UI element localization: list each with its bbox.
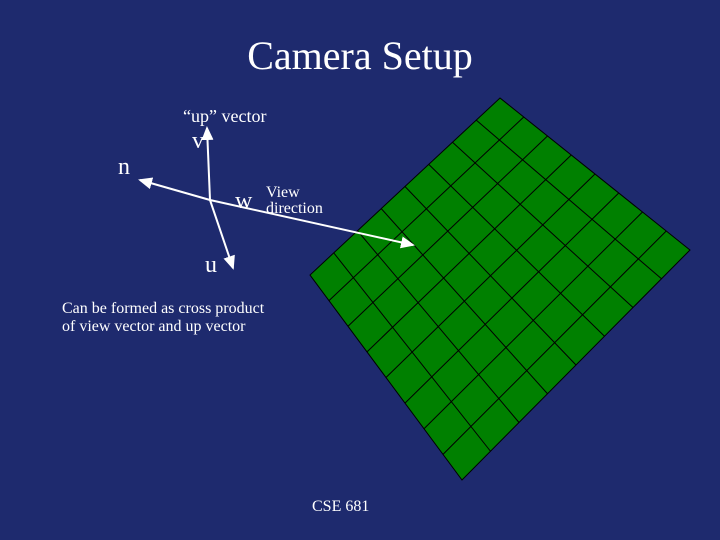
label-axis-u: u	[205, 252, 217, 279]
label-footer: CSE 681	[312, 498, 369, 516]
label-axis-n: n	[118, 154, 130, 181]
label-axis-w: w	[235, 188, 252, 215]
axis-n-arrow	[140, 180, 210, 200]
label-axis-v: v	[192, 128, 204, 155]
label-note-line-2: of view vector and up vector	[62, 318, 245, 336]
axis-v-arrow	[207, 128, 210, 200]
image-plane-grid	[310, 98, 690, 480]
label-up-vector: “up” vector	[183, 106, 266, 127]
label-note-line-1: Can be formed as cross product	[62, 300, 264, 318]
diagram-canvas	[0, 0, 720, 540]
label-view-direction-2: direction	[266, 200, 323, 218]
slide-root: Camera Setup “up” vector v n w View dire…	[0, 0, 720, 540]
